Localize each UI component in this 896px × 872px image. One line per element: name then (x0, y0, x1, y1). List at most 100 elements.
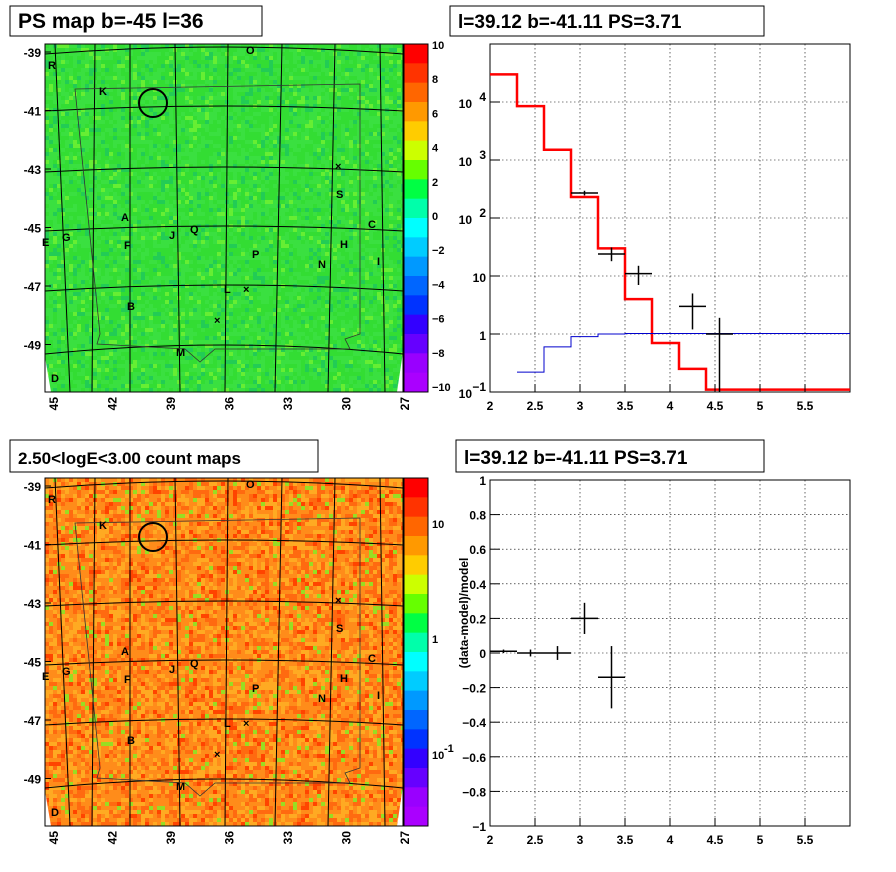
ps-map-source-label-F: F (124, 240, 131, 252)
count-map-source-label-J: J (169, 664, 175, 676)
ratio-y-tick-6: −0.2 (462, 682, 486, 696)
count-map-cbar-tick-3: -1 (444, 743, 454, 755)
count-map-roi-boundary (74, 517, 361, 797)
count-map-x-tick-3: 36 (223, 831, 237, 845)
ps-map-x-tick-2: 39 (164, 397, 178, 411)
ps-map-x-marker-1: × (243, 284, 249, 296)
spectrum-title-text: l=39.12 b=-41.11 PS=3.71 (458, 12, 682, 33)
spectrum-data-point-0 (571, 190, 598, 196)
spectrum-data-point-2 (625, 265, 652, 285)
count-map-cbar-tick-1: 1 (432, 634, 438, 646)
count-map-cells (45, 478, 405, 826)
ps-map-frame (44, 43, 404, 393)
count-map-y-tick-4: -47 (24, 714, 42, 728)
count-map-x-tick-5: 30 (340, 831, 354, 845)
spectrum-x-tick-5: 4.5 (707, 399, 724, 413)
ratio-y-tick-0: 1 (479, 474, 486, 488)
ps-map-source-label-I: I (377, 256, 380, 268)
count-map-y-tick-3: -45 (24, 656, 42, 670)
ps-map-source-label-N: N (318, 259, 326, 271)
ratio-x-tick-5: 4.5 (707, 833, 724, 847)
ps-map-cbar-tick-2: 6 (432, 108, 438, 120)
count-map-x-tick-6: 27 (398, 831, 412, 845)
spectrum-x-tick-6: 5 (757, 399, 764, 413)
count-map-x-tick-4: 33 (281, 831, 295, 845)
ps-map-title-text: PS map b=-45 l=36 (18, 10, 204, 33)
ratio-x-tick-2: 3 (577, 833, 584, 847)
ps-map-x-tick-0: 45 (47, 397, 61, 411)
count-map-y-tick-5: -49 (24, 773, 42, 787)
ps-map-source-label-R: R (48, 60, 56, 72)
count-map-graticule (44, 477, 404, 827)
count-map-source-label-C: C (368, 653, 376, 665)
ratio-title-box (455, 439, 765, 473)
ratio-title-text: l=39.12 b=-41.11 PS=3.71 (464, 448, 688, 469)
ratio-y-tick-5: 0 (479, 647, 486, 661)
ps-map-cbar-tick-9: −8 (432, 348, 445, 360)
ps-map-cbar-tick-5: 0 (432, 211, 438, 223)
spectrum-data-point-1 (598, 247, 625, 262)
spectrum-y-tick-4: 10 4 (459, 90, 500, 111)
count-map-source-label-Q: Q (190, 658, 199, 670)
spectrum-title-box (449, 5, 765, 37)
count-map-source-label-S: S (336, 623, 343, 635)
spectrum-x-tick-3: 3.5 (617, 399, 634, 413)
ps-map-source-label-P: P (252, 249, 259, 261)
spectrum-data-point-4 (706, 317, 733, 392)
ps-map-source-label-J: J (169, 230, 175, 242)
ps-map-source-label-M: M (176, 347, 185, 359)
count-map-y-tick-0: -39 (24, 480, 42, 494)
ratio-x-tick-7: 5.5 (797, 833, 814, 847)
ps-map-source-label-H: H (340, 239, 348, 251)
spectrum-background-histogram (517, 333, 850, 373)
count-map-source-label-I: I (377, 690, 380, 702)
ps-map-y-tick-3: -45 (24, 222, 42, 236)
ps-map-source-label-G: G (62, 232, 71, 244)
ps-map-cbar-tick-7: −4 (432, 279, 445, 291)
spectrum-panel: 2 2.5 3 3.5 4 4.5 5 5.5 1 10 10 2 10 3 10 4 10 −1 (459, 43, 851, 413)
count-map-source-label-H: H (340, 673, 348, 685)
ratio-y-tick-1: 0.8 (469, 509, 486, 523)
ps-map-source-label-C: C (368, 219, 376, 231)
ps-map-cbar-tick-8: −6 (432, 314, 445, 326)
ps-map-cbar-tick-0: 10 (432, 40, 444, 52)
spectrum-data-point-3 (679, 293, 706, 330)
ps-map-x-tick-5: 30 (340, 397, 354, 411)
ps-map-y-tick-0: -39 (24, 46, 42, 60)
count-map-source-label-R: R (48, 494, 56, 506)
ratio-title: l=39.12 b=-41.11 PS=3.71 (455, 439, 765, 473)
spectrum-title: l=39.12 b=-41.11 PS=3.71 (449, 5, 765, 37)
ps-map-source-label-O: O (246, 45, 255, 57)
count-map-source-label-G: G (62, 666, 71, 678)
count-map: × × × R O K S A C E G J Q F H P N I L B M D -39 -41 -43 -45 -47 -49… (24, 477, 454, 845)
spectrum-x-tick-4: 4 (667, 399, 674, 413)
count-map-y-tick-2: -43 (24, 597, 42, 611)
spectrum-y-tick-3: 10 3 (459, 148, 500, 169)
spectrum-x-tick-0: 2 (487, 399, 494, 413)
count-map-source-label-D: D (51, 807, 59, 819)
ps-map-y-tick-5: -49 (24, 339, 42, 353)
count-map-source-label-N: N (318, 693, 326, 705)
ps-map-source-label-S: S (336, 189, 343, 201)
count-map-cbar-tick-0: 10 (432, 519, 444, 531)
ratio-data-point-1 (517, 649, 544, 657)
spectrum-y-tick-1: 10 (473, 271, 500, 285)
spectrum-model-histogram (490, 73, 850, 391)
ps-map-source-label-E: E (42, 237, 49, 249)
ps-map-x-tick-4: 33 (281, 397, 295, 411)
ratio-x-tick-6: 5 (757, 833, 764, 847)
count-map-x-tick-2: 39 (164, 831, 178, 845)
ratio-x-tick-3: 3.5 (617, 833, 634, 847)
ps-map-title-box (9, 5, 263, 37)
ps-map-source-label-A: A (121, 212, 129, 224)
count-map-x-marker-1: × (243, 718, 249, 730)
ratio-x-tick-1: 2.5 (527, 833, 544, 847)
ps-map-y-tick-4: -47 (24, 280, 42, 294)
ratio-y-tick-9: −0.8 (462, 785, 486, 799)
count-map-x-tick-0: 45 (47, 831, 61, 845)
ps-map-cbar-tick-4: 2 (432, 177, 438, 189)
ratio-y-axis-label: (data-model)/model (457, 558, 471, 669)
ps-map-source-label-K: K (99, 86, 107, 98)
ps-map-cbar-tick-1: 8 (432, 74, 438, 86)
